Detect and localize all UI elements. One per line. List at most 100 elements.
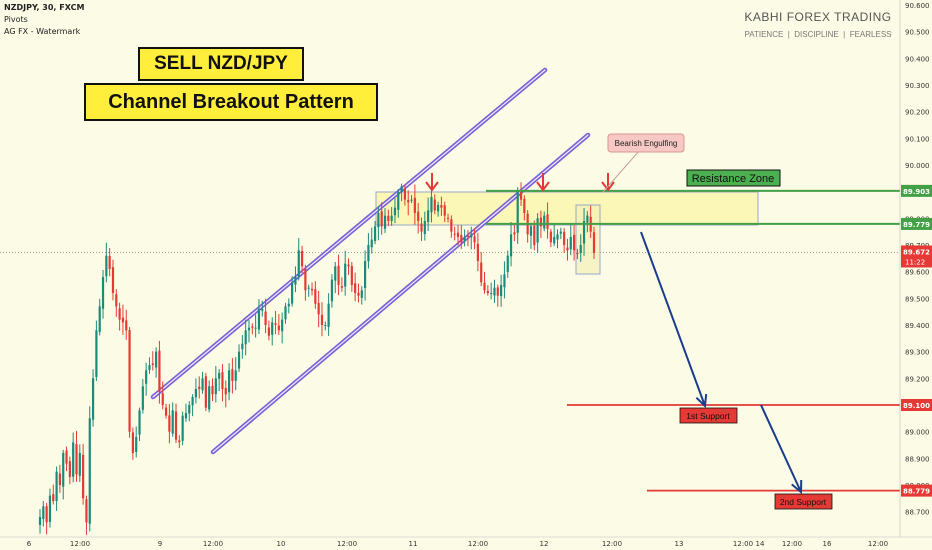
candle-body: [191, 397, 194, 406]
time-tick-label: 12:00: [868, 540, 888, 548]
channel-upper-line-highlight: [152, 69, 546, 398]
candle-body: [506, 255, 509, 273]
candle-body: [433, 199, 436, 211]
candle-body: [350, 265, 353, 285]
candle-body: [218, 373, 221, 379]
second-support-label: 2nd Support: [780, 497, 827, 507]
candle-body: [493, 287, 496, 296]
candle-body: [420, 223, 423, 232]
candle-body: [125, 320, 128, 331]
candle-body: [82, 454, 85, 499]
candle-body: [357, 292, 360, 296]
time-tick-label: 14: [756, 540, 765, 548]
indicator-pivots[interactable]: Pivots: [4, 15, 28, 24]
banner-title: SELL NZD/JPY: [138, 47, 304, 81]
candle-body: [208, 386, 211, 410]
candle-body: [496, 287, 499, 296]
price-tick-label: 90.100: [905, 135, 930, 143]
second-support-price-tag: 88.779: [903, 488, 930, 496]
candle-body: [145, 370, 148, 384]
brand-tagline: PATIENCE | DISCIPLINE | FEARLESS: [744, 30, 892, 39]
candle-body: [52, 494, 55, 501]
projection-arrow-2: [760, 404, 802, 493]
second-support-price-tag-box: [901, 484, 932, 497]
symbol-label[interactable]: NZDJPY, 30, FXCM: [4, 3, 85, 12]
candle-body: [141, 386, 144, 410]
resistance-bottom-price-tag-box: [901, 217, 932, 230]
time-tick-label: 12:00: [468, 540, 488, 548]
candle-body: [334, 266, 337, 281]
candle-body: [539, 217, 543, 227]
price-tick-label: 90.300: [905, 82, 930, 90]
candle-body: [533, 225, 536, 245]
candle-body: [45, 506, 48, 523]
candle-body: [267, 327, 270, 336]
candle-body: [413, 197, 416, 213]
candle-body: [234, 370, 237, 381]
time-tick-label: 10: [277, 540, 286, 548]
candle-body: [78, 453, 81, 476]
candle-body: [204, 376, 207, 408]
candle-body: [320, 314, 324, 325]
candle-body: [569, 237, 572, 250]
candle-body: [307, 287, 310, 289]
candle-body: [284, 306, 287, 320]
time-tick-label: 16: [823, 540, 832, 548]
candle-body: [559, 231, 562, 234]
candle-body: [135, 437, 138, 453]
candle-body: [390, 215, 393, 221]
current-price-tag-box: [901, 245, 932, 268]
candle-body: [400, 186, 403, 192]
time-tick-label: 13: [675, 540, 684, 548]
candle-body: [519, 191, 523, 200]
candle-body: [314, 289, 317, 304]
candle-body: [436, 205, 440, 212]
candle-body: [38, 517, 42, 525]
candle-body: [300, 250, 304, 267]
candle-body: [500, 285, 503, 297]
resistance-top-price-tag-box: [901, 184, 932, 197]
candle-body: [231, 369, 234, 381]
indicator-watermark[interactable]: AG FX - Watermark: [4, 27, 81, 36]
candle-body: [161, 393, 164, 405]
candle-body: [443, 205, 446, 216]
candle-body: [516, 191, 519, 233]
candle-body: [72, 442, 75, 477]
candle-body: [138, 410, 141, 435]
candle-body: [221, 372, 224, 389]
candle-body: [98, 306, 101, 332]
candle-body: [101, 277, 105, 309]
price-tick-label: 89.200: [905, 375, 930, 383]
candle-body: [158, 350, 161, 392]
price-tick-label: 89.500: [905, 295, 930, 303]
candle-body: [377, 213, 380, 228]
candle-body: [347, 264, 350, 267]
candle-body: [178, 440, 181, 443]
second-support-label-box: [774, 493, 833, 510]
candle-body: [68, 461, 71, 477]
candle-body: [251, 326, 254, 328]
candle-body: [397, 191, 400, 210]
candle-body: [115, 294, 118, 307]
candle-body: [201, 378, 204, 391]
resistance-zone-label-box: [686, 169, 781, 187]
candle-body: [62, 453, 65, 487]
candle-body: [523, 198, 526, 213]
candle-body: [194, 389, 198, 398]
candle-body: [95, 330, 98, 377]
candle-body: [277, 325, 280, 331]
candle-body: [563, 231, 566, 245]
projection-arrow-1-head: [695, 393, 708, 409]
price-axis-bg: [900, 0, 932, 537]
candle-body: [151, 363, 154, 365]
candle-body: [470, 234, 473, 238]
candle-body: [387, 215, 390, 221]
candle-body: [330, 279, 334, 302]
candle-body: [257, 309, 261, 330]
top-arrow-head: [601, 181, 615, 192]
candle-body: [237, 351, 241, 369]
price-tick-label: 89.600: [905, 269, 930, 277]
first-support-price-tag: 89.100: [903, 402, 930, 410]
candle-body: [211, 385, 214, 395]
